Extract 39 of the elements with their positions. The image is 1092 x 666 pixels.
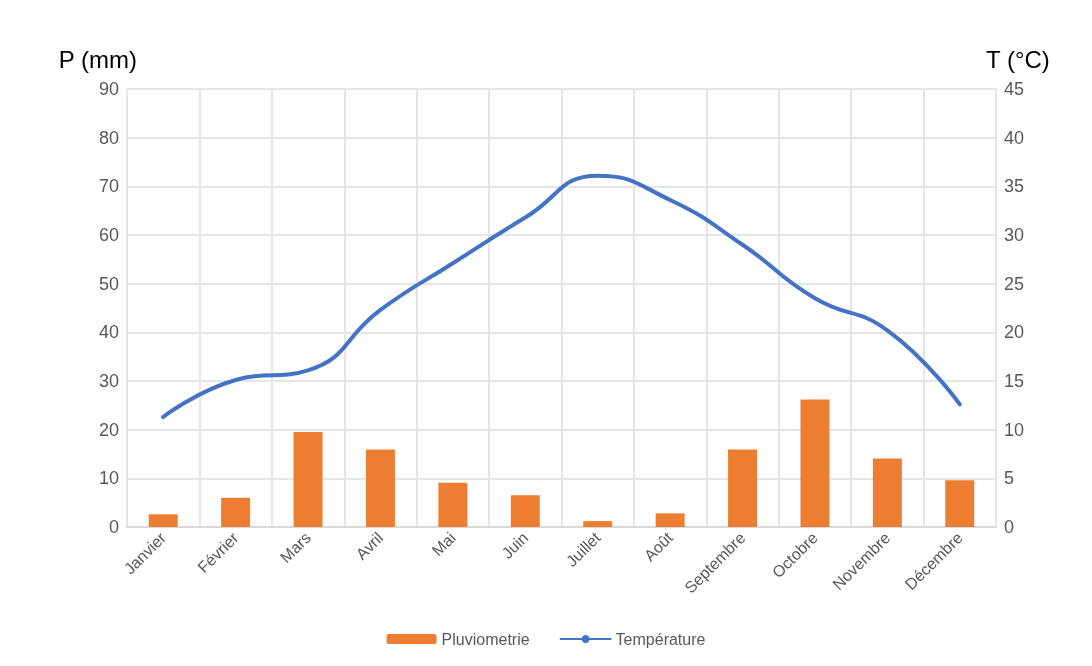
bar <box>655 513 685 527</box>
bar <box>800 399 830 527</box>
legend-label: Température <box>615 630 706 648</box>
y2-tick-label: 30 <box>1004 225 1025 245</box>
y-tick-label: 40 <box>98 322 119 343</box>
y2-tick-label: 45 <box>1004 79 1025 99</box>
y2-tick-label: 10 <box>1004 419 1025 440</box>
bar <box>872 458 902 527</box>
x-tick-label: Mai <box>428 528 459 560</box>
y2-tick-label: 35 <box>1004 176 1025 197</box>
y-tick-label: 90 <box>98 79 119 99</box>
y-tick-label: 10 <box>98 468 119 489</box>
y2-tick-label: 0 <box>1004 517 1015 537</box>
bar <box>945 480 975 527</box>
y2-tick-label: 20 <box>1004 322 1025 343</box>
bar <box>583 521 613 527</box>
line-series <box>161 173 962 420</box>
y-tick-label: 60 <box>98 225 119 245</box>
y-tick-label: 80 <box>98 127 119 148</box>
bar <box>293 432 323 527</box>
legend-label: Pluviometrie <box>441 630 530 648</box>
bar <box>510 495 540 527</box>
bar <box>438 482 468 527</box>
y-tick-label: 20 <box>98 419 119 440</box>
bar <box>221 497 251 527</box>
y2-tick-label: 40 <box>1004 127 1025 148</box>
y-tick-label: 70 <box>98 176 119 197</box>
y-tick-label: 30 <box>98 371 119 391</box>
y2-tick-label: 5 <box>1004 468 1015 489</box>
bar <box>365 449 395 527</box>
bar <box>728 449 758 527</box>
y-tick-label: 0 <box>108 517 119 537</box>
y-axis-title: P (mm) <box>58 45 137 73</box>
y2-axis-title: T (°C) <box>986 45 1050 73</box>
y2-tick-label: 25 <box>1004 273 1025 294</box>
y-tick-label: 50 <box>98 273 119 294</box>
x-tick-label: Juin <box>498 528 532 562</box>
bar <box>148 514 178 527</box>
y2-tick-label: 15 <box>1004 371 1025 391</box>
